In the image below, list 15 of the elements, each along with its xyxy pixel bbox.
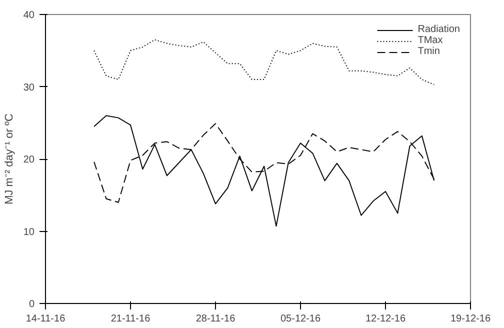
x-tick-label: 21-11-16 (110, 314, 151, 324)
x-tick-label: 12-12-16 (365, 314, 406, 324)
x-tick-label: 14-11-16 (26, 314, 66, 324)
y-tick-label: 20 (23, 154, 35, 166)
x-tick-label: 28-11-16 (196, 314, 236, 324)
y-tick-label: 30 (23, 82, 35, 94)
y-tick-label: 40 (23, 10, 35, 21)
legend-label: Radiation (418, 24, 460, 35)
x-tick-label: 19-12-16 (450, 314, 491, 324)
legend-label: TMax (418, 35, 443, 46)
y-tick-label: 10 (23, 226, 35, 238)
legend-label: Tmin (418, 46, 440, 57)
x-tick-label: 05-12-16 (280, 314, 321, 324)
y-axis-title: MJ m⁻² day⁻¹ or ºC (3, 114, 16, 204)
y-tick-label: 0 (28, 299, 35, 310)
